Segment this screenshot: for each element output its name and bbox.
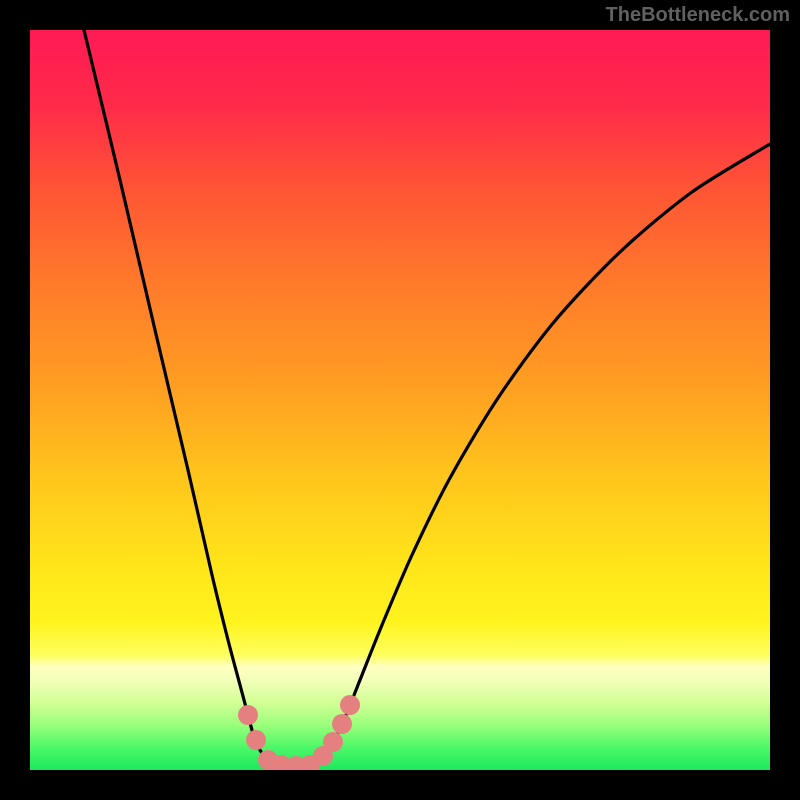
marker-dot [238,705,258,725]
marker-dot [332,714,352,734]
chart-frame: TheBottleneck.com [0,0,800,800]
chart-svg [30,30,770,770]
marker-dot [323,732,343,752]
plot-area [30,30,770,770]
marker-dot [246,730,266,750]
marker-dot [340,695,360,715]
watermark-text: TheBottleneck.com [606,4,790,27]
gradient-background [30,30,770,770]
